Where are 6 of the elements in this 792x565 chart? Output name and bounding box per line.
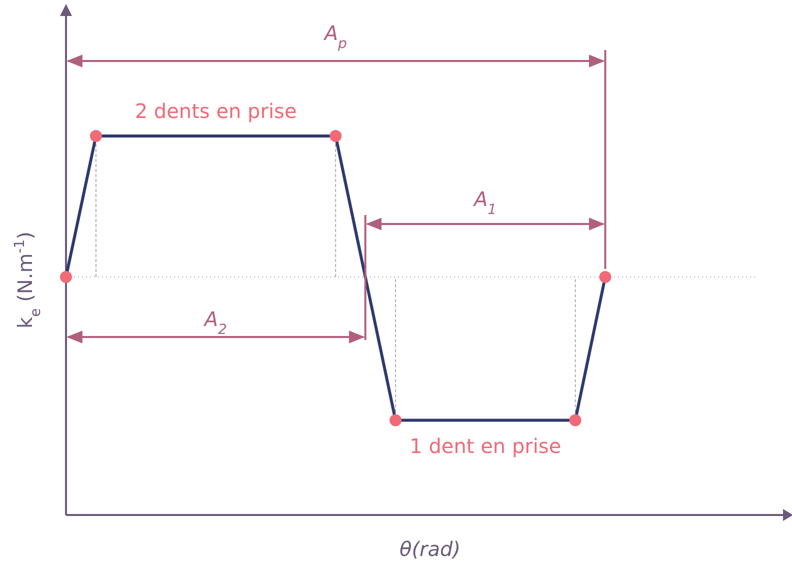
annotation: 1 dent en prise	[410, 434, 562, 458]
annotation: A$_{1}$	[472, 187, 497, 218]
text: A$_{p}$	[322, 21, 348, 52]
text: 2 dents en prise	[134, 99, 297, 123]
annotation: A$_{2}$	[202, 307, 228, 338]
x-axis-title: θ(rad)	[399, 537, 461, 561]
